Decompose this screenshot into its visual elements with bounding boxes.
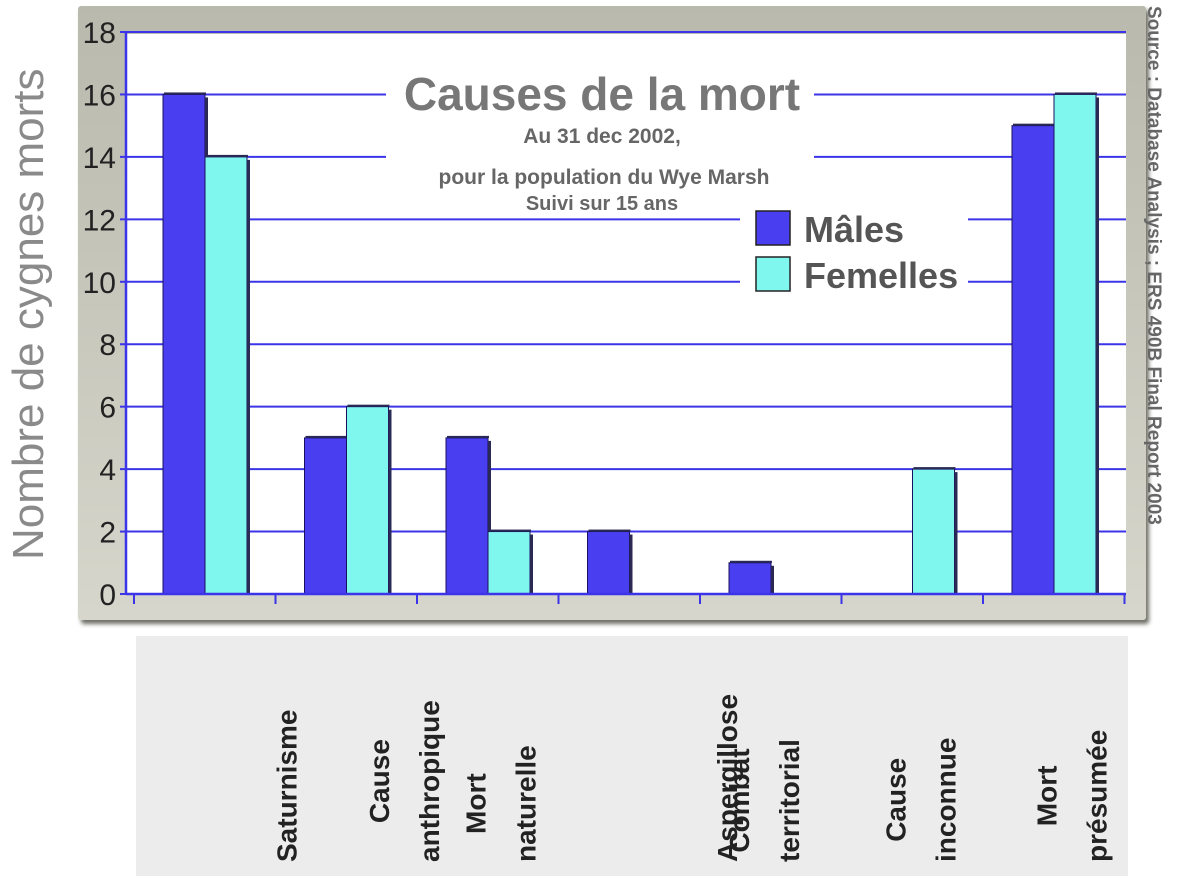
bar-males-0	[162, 93, 206, 595]
x-tick-label-6: Mort présumée	[1031, 636, 1112, 876]
legend-swatch-males	[755, 210, 791, 246]
chart-subtitle-line-1: Au 31 dec 2002,	[523, 125, 681, 148]
x-tick-label-0: Saturnisme	[210, 636, 303, 876]
y-tick-label-10: 10	[83, 267, 116, 300]
bar-shadow-1-5	[954, 472, 958, 594]
bar-females-2	[487, 531, 531, 595]
x-tick-label-text-4: Combat territorial	[723, 739, 805, 862]
bar-top-1-2	[489, 529, 531, 532]
bar-top-0-6	[1013, 123, 1055, 126]
bar-shadow-1-2	[530, 534, 533, 594]
x-tick-label-1: Cause anthropique	[364, 636, 445, 876]
y-tick-label-12: 12	[83, 204, 116, 237]
bar-males-3	[587, 531, 630, 595]
bar-shadow-0-2	[488, 440, 491, 594]
bar-top-1-0	[206, 154, 248, 157]
bar-shadow-1-1	[388, 409, 392, 594]
legend: Mâles Femelles	[740, 196, 968, 304]
legend-swatch-females	[755, 256, 791, 292]
y-tick-label-0: 0	[99, 579, 116, 612]
y-tick-label-14: 14	[83, 142, 116, 175]
x-tick-label-5: Cause inconnue	[880, 636, 961, 876]
bar-males-6	[1011, 125, 1055, 595]
bar-males-1	[304, 437, 347, 595]
bars	[162, 92, 1099, 595]
bar-top-0-1	[305, 435, 348, 438]
bar-shadow-1-6	[1096, 97, 1099, 594]
chart-subtitle-line-3: Suivi sur 15 ans	[526, 193, 678, 215]
chart-svg: 0 2 4 6 8 10 12 14 16 18 Causes de la mort Au 31 …	[83, 17, 1126, 612]
bar-shadow-0-4	[771, 565, 774, 594]
bar-males-2	[445, 437, 489, 595]
x-tick-label-text-5: Cause inconnue	[880, 737, 962, 862]
chart-subtitle-line-2: pour la population du Wye Marsh	[439, 166, 770, 189]
x-tick-label-2: Mort naturelle	[461, 636, 545, 876]
legend-label-males: Mâles	[804, 209, 904, 250]
bar-top-1-6	[1055, 92, 1097, 95]
title-backdrop	[386, 66, 814, 218]
y-tick-label-6: 6	[99, 392, 116, 425]
chart-title: Causes de la mort	[404, 68, 800, 120]
bar-top-0-4	[730, 560, 772, 563]
category-labels-panel: Saturnisme Cause anthropique Mort naturell…	[136, 636, 1128, 876]
bar-females-1	[346, 406, 389, 595]
y-tick-label-4: 4	[99, 454, 116, 487]
x-tick-label-text-0: Saturnisme	[271, 709, 303, 863]
y-tick-label-2: 2	[99, 517, 116, 550]
bar-females-5	[912, 468, 955, 595]
axes	[124, 32, 1126, 604]
x-tick-label-4: Combat territorial	[724, 636, 805, 876]
bar-shadow-1-0	[247, 159, 250, 594]
x-tick-label-3: Aspergillose	[635, 636, 743, 876]
x-tick-label-text-2: Mort naturelle	[460, 745, 542, 862]
y-tick-label-8: 8	[99, 329, 116, 362]
legend-label-females: Femelles	[804, 255, 958, 296]
bar-top-0-2	[447, 435, 489, 438]
bar-females-6	[1053, 93, 1097, 595]
y-axis-label: Nombre de cygnes morts	[4, 68, 53, 560]
bar-males-4	[728, 562, 772, 595]
y-axis-ticks: 0 2 4 6 8 10 12 14 16 18	[83, 17, 126, 612]
bar-females-0	[204, 156, 248, 595]
bar-top-0-0	[164, 92, 206, 95]
y-tick-label-18: 18	[83, 17, 116, 50]
bar-top-0-3	[588, 529, 631, 532]
bar-shadow-0-3	[629, 534, 633, 594]
bar-top-1-5	[913, 467, 956, 470]
x-tick-label-text-6: Mort présumée	[1031, 729, 1113, 862]
y-tick-label-16: 16	[83, 79, 116, 112]
source-note: Source : Database Analysis ; ERS 490B Fi…	[1143, 6, 1164, 525]
x-tick-label-text-1: Cause anthropique	[363, 700, 445, 862]
bar-top-1-1	[347, 404, 390, 407]
